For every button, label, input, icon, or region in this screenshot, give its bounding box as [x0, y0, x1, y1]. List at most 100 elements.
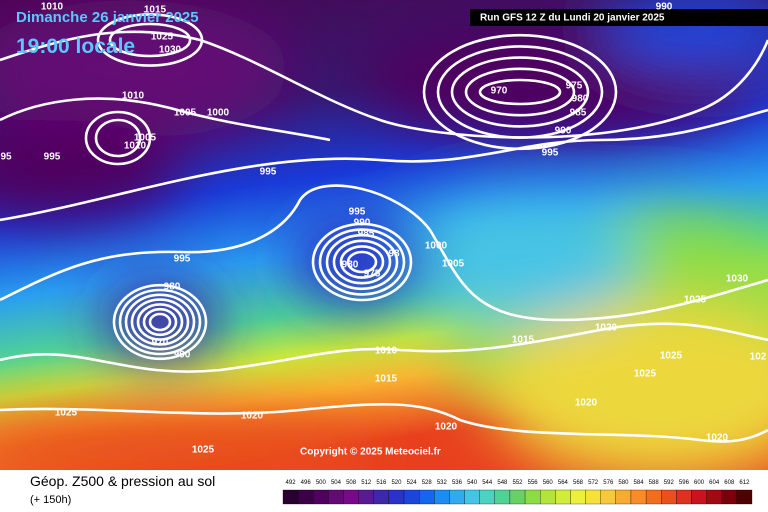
isobar-ring: [112, 283, 208, 361]
colorbar-swatch: [691, 489, 707, 505]
isobar-label: 990: [354, 218, 371, 229]
colorbar-swatch: [464, 489, 480, 505]
isobar-label: 1025: [151, 32, 174, 43]
isobar-label: 1025: [684, 295, 707, 306]
isobar-ring: [136, 303, 184, 341]
isobar-ring: [148, 312, 172, 332]
colorbar-label: 528: [422, 480, 433, 486]
colorbar-label: 604: [709, 480, 720, 486]
isobar-label: 1010: [375, 346, 398, 357]
isobar-ring: [339, 245, 385, 279]
colorbar-label: 596: [679, 480, 690, 486]
isobar-label: 98: [388, 249, 400, 260]
isobar-ring: [311, 222, 413, 302]
isobar-label: 102: [750, 352, 767, 363]
colorbar-label: 600: [694, 480, 705, 486]
colorbar-swatch: [434, 489, 450, 505]
isobar-label: 1005: [134, 133, 157, 144]
colorbar-label: 512: [361, 480, 372, 486]
colorbar-label: 500: [316, 480, 327, 486]
isobar-label: 995: [44, 152, 61, 163]
isobar-label: 1025: [55, 408, 78, 419]
isobar-label: 1005: [174, 108, 197, 119]
isobar-label: 1020: [575, 398, 598, 409]
colorbar-swatch: [388, 489, 405, 505]
colorbar: 492 496 500 504 508 512 516 520 524 528 532 536 540 5…: [282, 480, 753, 505]
copyright: Copyright © 2025 Meteociel.fr: [300, 447, 441, 458]
isobar-ring: [118, 288, 202, 356]
isobar: [0, 30, 768, 139]
colorbar-swatch: [661, 489, 677, 505]
colorbar-label: 548: [497, 480, 508, 486]
colorbar-swatch: [479, 489, 495, 505]
colorbar-swatch: [509, 489, 526, 505]
isobar-label: 990: [174, 350, 191, 361]
colorbar-swatch: [419, 489, 435, 505]
colorbar-label: 608: [724, 480, 735, 486]
isobar-ring: [436, 45, 604, 139]
isobar-ring: [108, 22, 192, 58]
isobar-label: 995: [260, 167, 277, 178]
isobar-label: 980: [164, 282, 181, 293]
isobar-label: 1025: [192, 445, 215, 456]
colorbar-swatch: [449, 489, 465, 505]
isobar-label: 985: [570, 108, 587, 119]
colorbar-label: 524: [407, 480, 418, 486]
isobar-label: 95: [0, 152, 12, 163]
colorbar-label: 576: [603, 480, 614, 486]
isobar-label: 1025: [660, 351, 683, 362]
isobar-label: 1020: [435, 422, 458, 433]
colorbar-label: 496: [301, 480, 312, 486]
colorbar-swatch: [600, 489, 616, 505]
isobar-label: 1010: [124, 141, 147, 152]
isobars: [0, 13, 768, 443]
isobar-ring: [94, 118, 142, 158]
colorbar-swatch: [494, 489, 511, 505]
isobar-label: 975: [566, 81, 583, 92]
colorbar-swatch: [297, 489, 314, 505]
colorbar-label: 592: [664, 480, 675, 486]
colorbar-swatch: [615, 489, 632, 505]
isobar-label: 1000: [425, 241, 448, 252]
isobar-label: 1010: [122, 91, 145, 102]
valid-date: Dimanche 26 janvier 2025: [16, 9, 199, 26]
isobar-ring: [124, 293, 196, 351]
isobar-ring: [130, 298, 190, 346]
isobar-ring: [478, 78, 562, 106]
isobar-label: 980: [572, 94, 589, 105]
colorbar-swatch: [736, 489, 753, 505]
footer-lead: (+ 150h): [30, 494, 71, 506]
colorbar-swatch: [585, 489, 601, 505]
isobar-ring: [464, 67, 576, 117]
isobar-label: 985: [358, 229, 375, 240]
isobar-label: 970: [152, 338, 169, 349]
colorbar-swatch: [282, 489, 299, 505]
colorbar-swatch: [721, 489, 738, 505]
colorbar-label: 544: [482, 480, 493, 486]
colorbar-label: 520: [391, 480, 402, 486]
colorbar-swatch: [706, 489, 722, 505]
map-area: [0, 0, 768, 470]
colorbar-label: 532: [437, 480, 448, 486]
colorbar-swatch: [328, 489, 344, 505]
isobar-ring: [325, 233, 399, 291]
isobar-ring: [318, 228, 406, 296]
isobar-label: 995: [174, 254, 191, 265]
isobar-label: 1010: [41, 2, 64, 13]
isobar-ring: [346, 250, 378, 274]
isobar-label: 980: [342, 260, 359, 271]
isobar-label: 975: [364, 269, 381, 280]
isobar-label: 1025: [634, 369, 657, 380]
colorbar-label: 588: [649, 480, 660, 486]
colorbar-label: 584: [634, 480, 645, 486]
isobar-label: 1005: [442, 259, 465, 270]
colorbar-swatch: [676, 489, 692, 505]
isobar-ring: [450, 56, 590, 128]
colorbar-label: 536: [452, 480, 463, 486]
isobar-label: 995: [349, 207, 366, 218]
isobar-ring: [332, 239, 392, 285]
colorbar-swatch: [313, 489, 329, 505]
isobar-label: 1020: [241, 411, 264, 422]
